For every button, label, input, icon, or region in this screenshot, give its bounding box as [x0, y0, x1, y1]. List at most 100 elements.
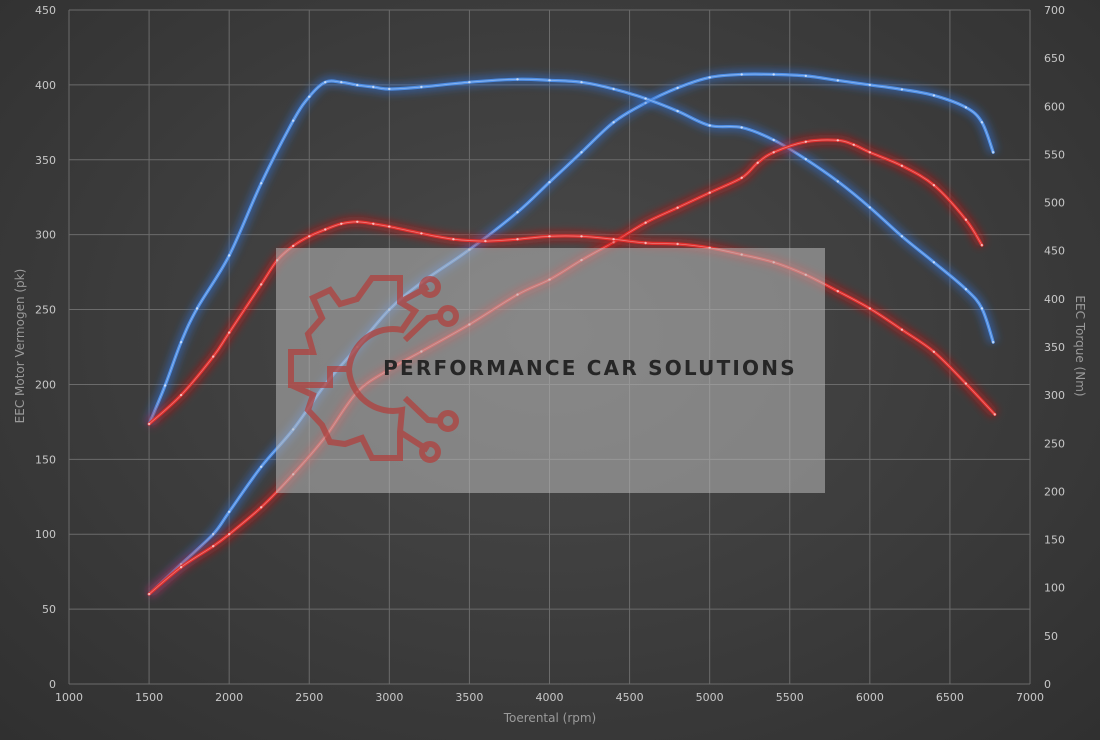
data-point [932, 94, 936, 97]
y-left-tick-label: 400 [35, 79, 56, 92]
data-point [228, 533, 231, 536]
data-point [836, 139, 839, 142]
data-point [163, 384, 167, 387]
x-tick-label: 5500 [776, 691, 804, 704]
data-point [516, 238, 519, 241]
y-right-tick-label: 450 [1044, 245, 1065, 258]
circuit-node-1 [419, 276, 441, 298]
y-left-tick-label: 200 [35, 378, 56, 391]
data-point [676, 242, 679, 246]
data-point [992, 341, 995, 344]
circuit-trace-2 [402, 313, 441, 343]
data-point [516, 211, 519, 214]
data-point [260, 182, 263, 185]
y-right-tick-label: 0 [1044, 678, 1051, 691]
y-right-tick-label: 650 [1044, 52, 1065, 65]
x-tick-label: 5000 [696, 691, 724, 704]
gear-outline [288, 275, 420, 388]
data-point [676, 206, 679, 209]
data-point [548, 79, 551, 82]
data-point [147, 422, 151, 426]
y-right-tick-label: 100 [1044, 582, 1065, 595]
data-point [612, 121, 615, 124]
data-point [356, 220, 359, 223]
gear-outline-lower [289, 368, 406, 461]
circuit-trace-3 [402, 395, 441, 424]
data-point [212, 533, 215, 536]
data-point [260, 465, 263, 468]
data-point [993, 413, 996, 416]
y-left-tick-label: 300 [35, 229, 56, 242]
data-point [756, 161, 759, 164]
data-point [900, 235, 904, 238]
data-point [580, 235, 583, 238]
x-axis-title: Toerental (rpm) [503, 711, 596, 725]
y-right-tick-label: 250 [1044, 437, 1065, 450]
data-point [308, 95, 311, 98]
axes-labels: 1000 1500 2000 2500 3000 3500 4000 4500 5000 5500… [35, 4, 1065, 704]
y-right-tick-label: 50 [1044, 630, 1058, 643]
data-point [388, 87, 391, 91]
watermark: PERFORMANCE CAR SOLUTIONS [276, 248, 825, 493]
series-blue-torque [144, 74, 998, 426]
y-left-tick-label: 100 [35, 528, 56, 541]
data-point [324, 81, 327, 84]
data-point [372, 222, 375, 225]
x-tick-label: 2000 [215, 691, 243, 704]
data-point [900, 88, 904, 91]
data-point [836, 290, 839, 293]
data-point [868, 151, 871, 154]
data-point [676, 86, 679, 90]
data-point [612, 238, 615, 241]
data-point [740, 73, 743, 76]
data-point [900, 328, 904, 331]
data-point [836, 79, 839, 82]
data-point [772, 151, 775, 154]
data-point [772, 138, 775, 142]
data-point [644, 241, 647, 245]
data-point [388, 225, 391, 228]
data-point [356, 83, 359, 87]
y-left-tick-label: 250 [35, 304, 56, 317]
data-point [612, 87, 615, 91]
data-point [195, 307, 199, 310]
data-point [548, 235, 551, 238]
y-right-tick-label: 500 [1044, 197, 1065, 210]
circuit-node-3 [437, 410, 459, 432]
y-left-tick-label: 150 [35, 453, 56, 466]
y-right-tick-label: 600 [1044, 100, 1065, 113]
x-tick-label: 4500 [616, 691, 644, 704]
y-right-tick-label: 700 [1044, 4, 1065, 17]
y-left-tick-label: 350 [35, 154, 56, 167]
data-point [548, 181, 551, 184]
x-tick-label: 2500 [295, 691, 323, 704]
data-point [964, 288, 968, 291]
circuit-node-4 [419, 441, 441, 463]
x-tick-label: 6500 [936, 691, 964, 704]
data-point [228, 331, 231, 334]
data-point [372, 85, 375, 89]
data-point [868, 307, 871, 310]
x-tick-label: 3000 [375, 691, 403, 704]
x-tick-label: 1500 [135, 691, 163, 704]
x-tick-label: 4000 [536, 691, 564, 704]
data-point [852, 143, 855, 146]
data-point [708, 124, 711, 127]
data-point [980, 244, 984, 247]
data-point [980, 307, 984, 310]
data-point [179, 566, 183, 569]
data-point [868, 83, 871, 87]
data-point [340, 222, 343, 225]
data-point [644, 97, 647, 100]
data-point [228, 510, 231, 513]
data-point [964, 106, 968, 109]
data-point [228, 254, 231, 257]
data-point [740, 126, 743, 129]
data-point [708, 191, 711, 194]
y-left-tick-label: 50 [42, 603, 56, 616]
data-point [740, 176, 743, 179]
data-point [900, 164, 904, 167]
data-point [964, 382, 968, 385]
data-point [516, 78, 519, 81]
